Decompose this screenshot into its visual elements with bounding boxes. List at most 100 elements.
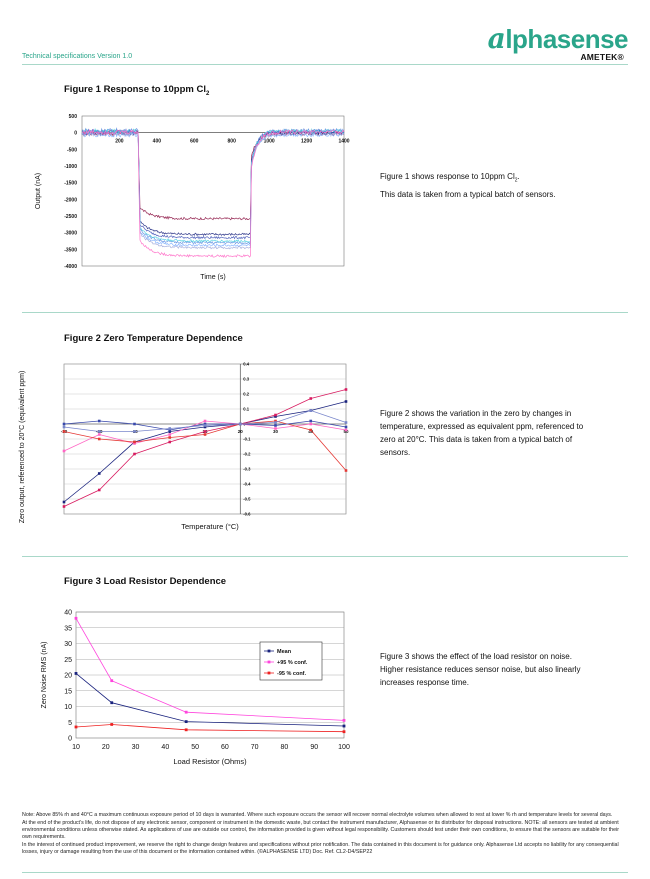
data-point [309,409,313,412]
x-tick-label: 600 [190,139,199,145]
x-tick-label: 800 [228,139,237,145]
data-point [62,430,66,433]
data-point [344,400,348,403]
data-point [203,419,207,423]
x-tick-label: 1200 [301,139,312,145]
y-tick-label: -0.5 [243,497,251,502]
alphasense-logo: alphasense AMETEK® [478,22,629,62]
figure-2-chart: 0.40.30.20.10-0.1-0.2-0.3-0.4-0.5-0.6-30… [18,362,349,532]
data-point [309,422,313,426]
y-tick-label: 30 [64,641,72,648]
data-point [274,424,277,427]
data-point [203,430,207,433]
data-point [74,725,78,729]
response-trace [81,130,345,250]
data-point [133,430,136,433]
data-point [97,437,101,441]
data-point [309,419,313,423]
data-point [133,452,136,456]
y-tick-label: -3000 [64,231,77,237]
y-tick-label: 15 [64,688,72,695]
y-tick-label: 20 [64,673,72,680]
data-point [168,428,172,432]
x-tick-label: 60 [221,744,229,751]
legend-label: Mean [277,649,292,655]
figure-1-chart: 500 0 -500 -1000 -1500 -2000 -2500 -3000 -3500 -4… [35,114,350,281]
y-tick-label: -0.4 [243,482,251,487]
data-point [168,436,172,439]
data-point [184,710,188,714]
data-point [133,422,136,426]
data-point [62,422,66,426]
logo-lead: a [487,22,506,55]
data-point [274,419,277,423]
data-point [62,449,66,453]
x-tick-label: 70 [251,744,259,751]
data-point [344,428,348,432]
y-tick-label: 0.3 [243,377,249,382]
data-point [168,427,172,430]
footer-note-disposal: At the end of the product’s life, do not… [22,819,620,840]
x-tick-label: 40 [161,744,169,751]
data-point [97,430,101,433]
data-point [97,419,101,423]
y-tick-label: -4000 [64,264,77,270]
data-point [110,679,114,683]
y-tick-label: 0.4 [243,362,249,367]
data-point [274,413,277,417]
x-tick-label: 200 [115,139,124,145]
data-point [168,440,172,444]
y-tick-label: 25 [64,657,72,664]
legend-label: +95 % conf. [277,660,308,666]
y-tick-label: 40 [64,610,72,617]
figure-3-description: Figure 3 shows the effect of the load re… [380,652,581,687]
logo-word: lphasense [505,24,628,54]
noise-series-line [75,673,345,727]
y-tick-label: -500 [67,147,77,153]
data-point [168,430,172,433]
data-point [344,421,348,424]
x-tick-label: 1400 [338,139,349,145]
footer-notes: Note: Above 85% rh and 40°C a maximum co… [22,812,628,856]
x-tick-label: 80 [281,744,289,751]
figure-1-title: Figure 1 Response to 10ppm Cl2 [64,84,210,97]
footer-note-disclaimer: In the interest of continued product imp… [22,841,619,855]
plot-area [81,115,345,267]
x-tick-label: 50 [191,744,199,751]
data-point [342,718,346,722]
data-point [344,388,348,391]
y-tick-label: 0.2 [243,392,249,397]
x-tick-label: 40 [308,429,314,434]
legend-label: -95 % conf. [277,671,307,677]
x-tick-label: 1000 [264,139,275,145]
section-rule-2 [22,556,628,557]
y-tick-label: -2000 [64,197,77,203]
x-tick-label: 30 [132,744,140,751]
data-point [74,672,78,675]
y-tick-label: 0 [68,736,72,743]
x-tick-label: 20 [238,429,244,434]
data-point [309,428,313,432]
y-tick-label: -1000 [64,164,77,170]
data-point [274,427,277,430]
y-tick-label: -3500 [64,247,77,253]
y-tick-label: -0.6 [243,512,251,517]
y-tick-label: -1500 [64,181,77,187]
data-point [110,701,114,705]
data-point [168,433,172,436]
x-tick-label: 100 [338,744,350,751]
data-point [97,488,101,492]
data-point [62,505,66,508]
data-point [344,469,348,472]
data-point [274,421,277,424]
data-point [133,440,136,444]
data-point [97,433,101,436]
y-axis-label: Output (nA) [35,173,42,209]
response-trace [81,131,345,247]
figure-2-title: Figure 2 Zero Temperature Dependence [64,333,243,344]
y-axis-label: Zero output, referenced to 20°C (equival… [18,371,26,524]
y-tick-label: 0 [74,131,77,137]
legend-marker [267,649,271,653]
data-point [62,425,66,429]
